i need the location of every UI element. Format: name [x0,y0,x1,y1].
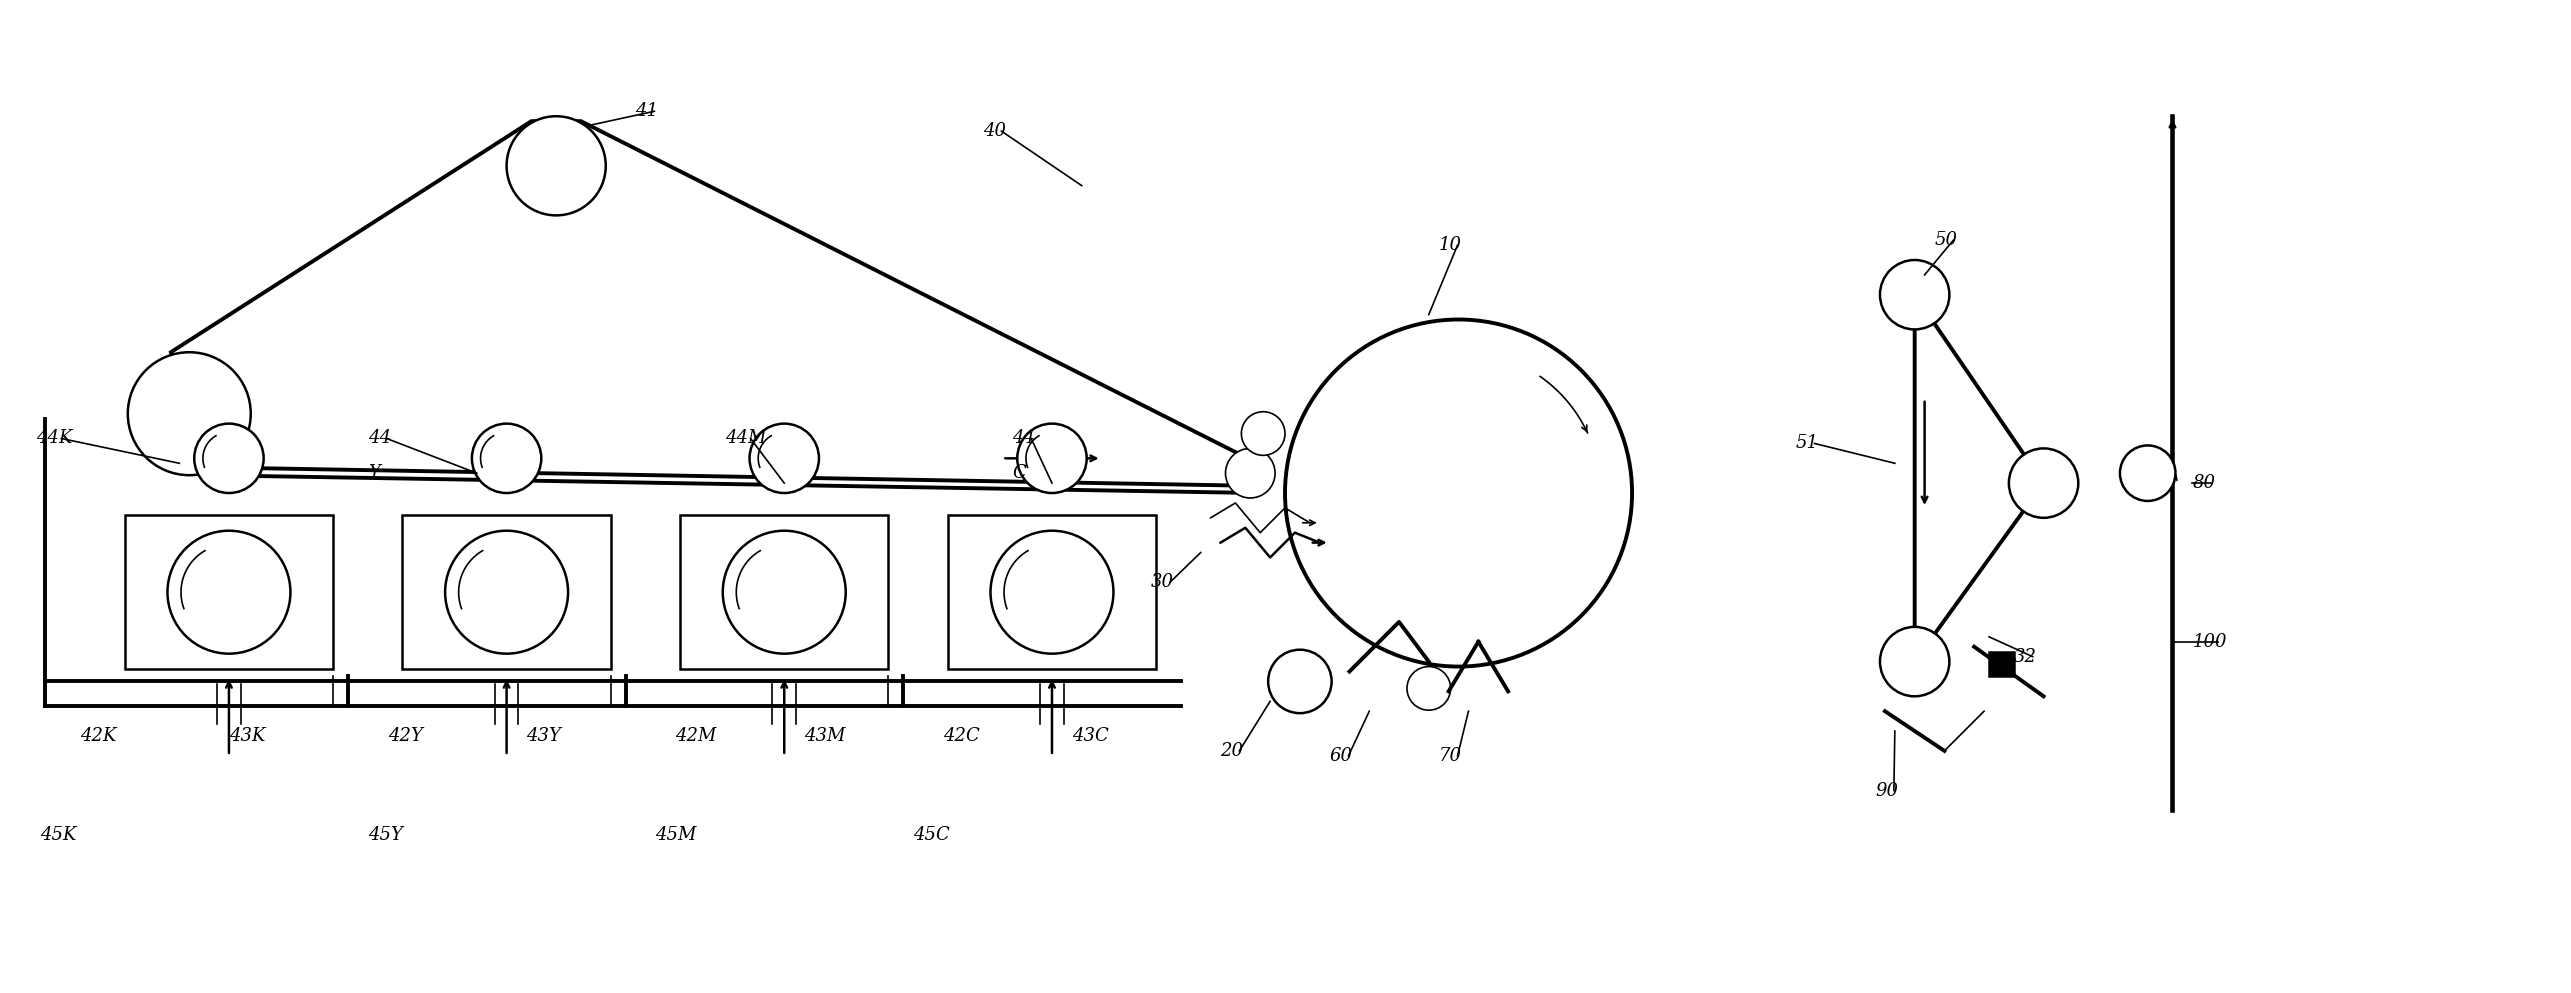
Text: 45K: 45K [41,826,77,844]
Text: 43K: 43K [229,727,265,745]
Text: 100: 100 [2193,633,2226,650]
FancyBboxPatch shape [681,515,890,669]
Circle shape [1879,627,1949,696]
Text: 43C: 43C [1072,727,1108,745]
Circle shape [751,424,820,494]
Text: 60: 60 [1329,747,1352,765]
Text: 42K: 42K [80,727,116,745]
Circle shape [506,116,607,215]
Text: 10: 10 [1440,236,1463,254]
FancyBboxPatch shape [126,515,334,669]
Circle shape [722,530,846,653]
Circle shape [2121,446,2175,500]
Text: 51: 51 [1795,435,1818,453]
Circle shape [990,530,1113,653]
Text: 44K: 44K [36,430,72,448]
Text: 40: 40 [982,122,1005,140]
Circle shape [1018,424,1088,494]
Text: 20: 20 [1221,742,1244,760]
Text: 80: 80 [2193,474,2216,493]
Text: 42C: 42C [944,727,980,745]
Text: 44: 44 [1013,430,1036,448]
Text: 41: 41 [635,102,658,120]
Text: 43Y: 43Y [527,727,560,745]
Text: 43M: 43M [805,727,846,745]
Circle shape [473,424,542,494]
Text: 45M: 45M [656,826,697,844]
FancyBboxPatch shape [949,515,1157,669]
Circle shape [129,353,252,476]
Circle shape [1268,649,1332,713]
Text: 42Y: 42Y [388,727,422,745]
Text: 44M: 44M [725,430,766,448]
FancyBboxPatch shape [1990,651,2013,676]
Text: 30: 30 [1152,573,1175,591]
Circle shape [1406,666,1450,710]
Text: 45C: 45C [913,826,949,844]
Text: 42M: 42M [676,727,717,745]
Text: 32: 32 [2013,647,2036,665]
Text: Y: Y [368,464,381,483]
FancyBboxPatch shape [404,515,612,669]
Text: 90: 90 [1874,781,1897,799]
Circle shape [195,424,265,494]
Text: 44: 44 [368,430,391,448]
Circle shape [1242,412,1286,456]
Text: 45Y: 45Y [368,826,404,844]
Circle shape [2008,449,2077,517]
Text: C: C [1013,464,1026,483]
Circle shape [445,530,568,653]
Text: 50: 50 [1933,231,1957,249]
Text: 70: 70 [1440,747,1463,765]
Circle shape [1286,320,1633,666]
Circle shape [1226,449,1275,497]
Circle shape [1879,260,1949,330]
Circle shape [167,530,291,653]
